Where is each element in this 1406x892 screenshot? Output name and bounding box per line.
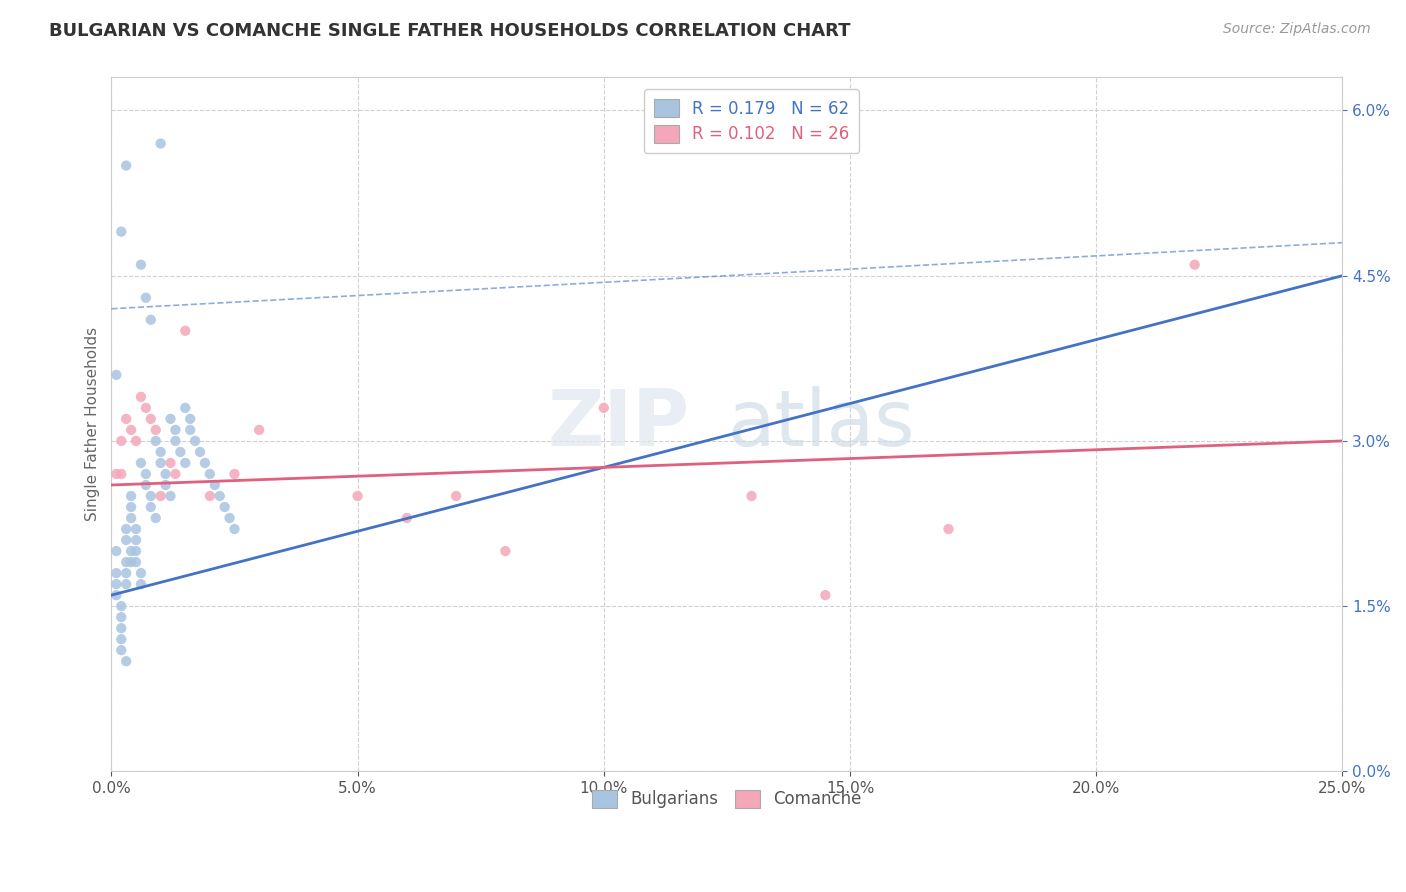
Point [120, 544, 142, 558]
Point [125, 533, 148, 547]
Point [169, 445, 191, 459]
Point [115, 412, 138, 426]
Point [120, 511, 142, 525]
Point [105, 566, 128, 581]
Point [135, 291, 157, 305]
Point [179, 412, 201, 426]
Point [159, 456, 181, 470]
Point [174, 456, 197, 470]
Point [125, 522, 148, 536]
Point [165, 467, 187, 481]
Point [174, 324, 197, 338]
Point [159, 412, 181, 426]
Point [120, 555, 142, 569]
Point [194, 456, 217, 470]
Point [129, 566, 152, 581]
Point [145, 511, 167, 525]
Point [105, 588, 128, 602]
Point [165, 434, 187, 448]
Point [105, 467, 128, 481]
Point [105, 577, 128, 591]
Point [184, 434, 207, 448]
Point [105, 544, 128, 558]
Point [115, 566, 138, 581]
Point [592, 401, 614, 415]
Point [938, 522, 960, 536]
Point [188, 445, 211, 459]
Point [129, 456, 152, 470]
Point [129, 577, 152, 591]
Point [1184, 258, 1206, 272]
Point [115, 577, 138, 591]
Point [149, 489, 172, 503]
Point [149, 456, 172, 470]
Point [198, 467, 221, 481]
Point [198, 489, 221, 503]
Point [129, 390, 152, 404]
Point [145, 434, 167, 448]
Point [179, 423, 201, 437]
Point [110, 467, 132, 481]
Point [125, 544, 148, 558]
Point [159, 489, 181, 503]
Point [110, 621, 132, 635]
Point [115, 159, 138, 173]
Point [120, 423, 142, 437]
Point [214, 500, 236, 514]
Point [110, 632, 132, 647]
Point [155, 467, 177, 481]
Point [129, 258, 152, 272]
Text: ZIP: ZIP [548, 386, 690, 462]
Point [115, 522, 138, 536]
Point [208, 489, 231, 503]
Point [110, 434, 132, 448]
Point [135, 401, 157, 415]
Point [165, 423, 187, 437]
Point [149, 445, 172, 459]
Point [444, 489, 467, 503]
Point [110, 643, 132, 657]
Point [494, 544, 516, 558]
Point [814, 588, 837, 602]
Point [149, 136, 172, 151]
Point [247, 423, 270, 437]
Point [135, 478, 157, 492]
Point [115, 533, 138, 547]
Text: Source: ZipAtlas.com: Source: ZipAtlas.com [1223, 22, 1371, 37]
Point [120, 500, 142, 514]
Point [110, 599, 132, 614]
Point [224, 467, 246, 481]
Point [135, 467, 157, 481]
Point [120, 489, 142, 503]
Y-axis label: Single Father Households: Single Father Households [86, 327, 100, 522]
Point [174, 401, 197, 415]
Point [115, 555, 138, 569]
Point [110, 225, 132, 239]
Point [139, 412, 162, 426]
Point [741, 489, 763, 503]
Point [145, 423, 167, 437]
Point [224, 522, 246, 536]
Text: atlas: atlas [727, 386, 914, 462]
Text: BULGARIAN VS COMANCHE SINGLE FATHER HOUSEHOLDS CORRELATION CHART: BULGARIAN VS COMANCHE SINGLE FATHER HOUS… [49, 22, 851, 40]
Point [204, 478, 226, 492]
Point [155, 478, 177, 492]
Point [139, 500, 162, 514]
Point [218, 511, 240, 525]
Point [105, 368, 128, 382]
Point [110, 610, 132, 624]
Point [115, 654, 138, 668]
Legend: Bulgarians, Comanche: Bulgarians, Comanche [585, 783, 869, 815]
Point [346, 489, 368, 503]
Point [125, 555, 148, 569]
Point [139, 312, 162, 326]
Point [125, 434, 148, 448]
Point [139, 489, 162, 503]
Point [395, 511, 418, 525]
